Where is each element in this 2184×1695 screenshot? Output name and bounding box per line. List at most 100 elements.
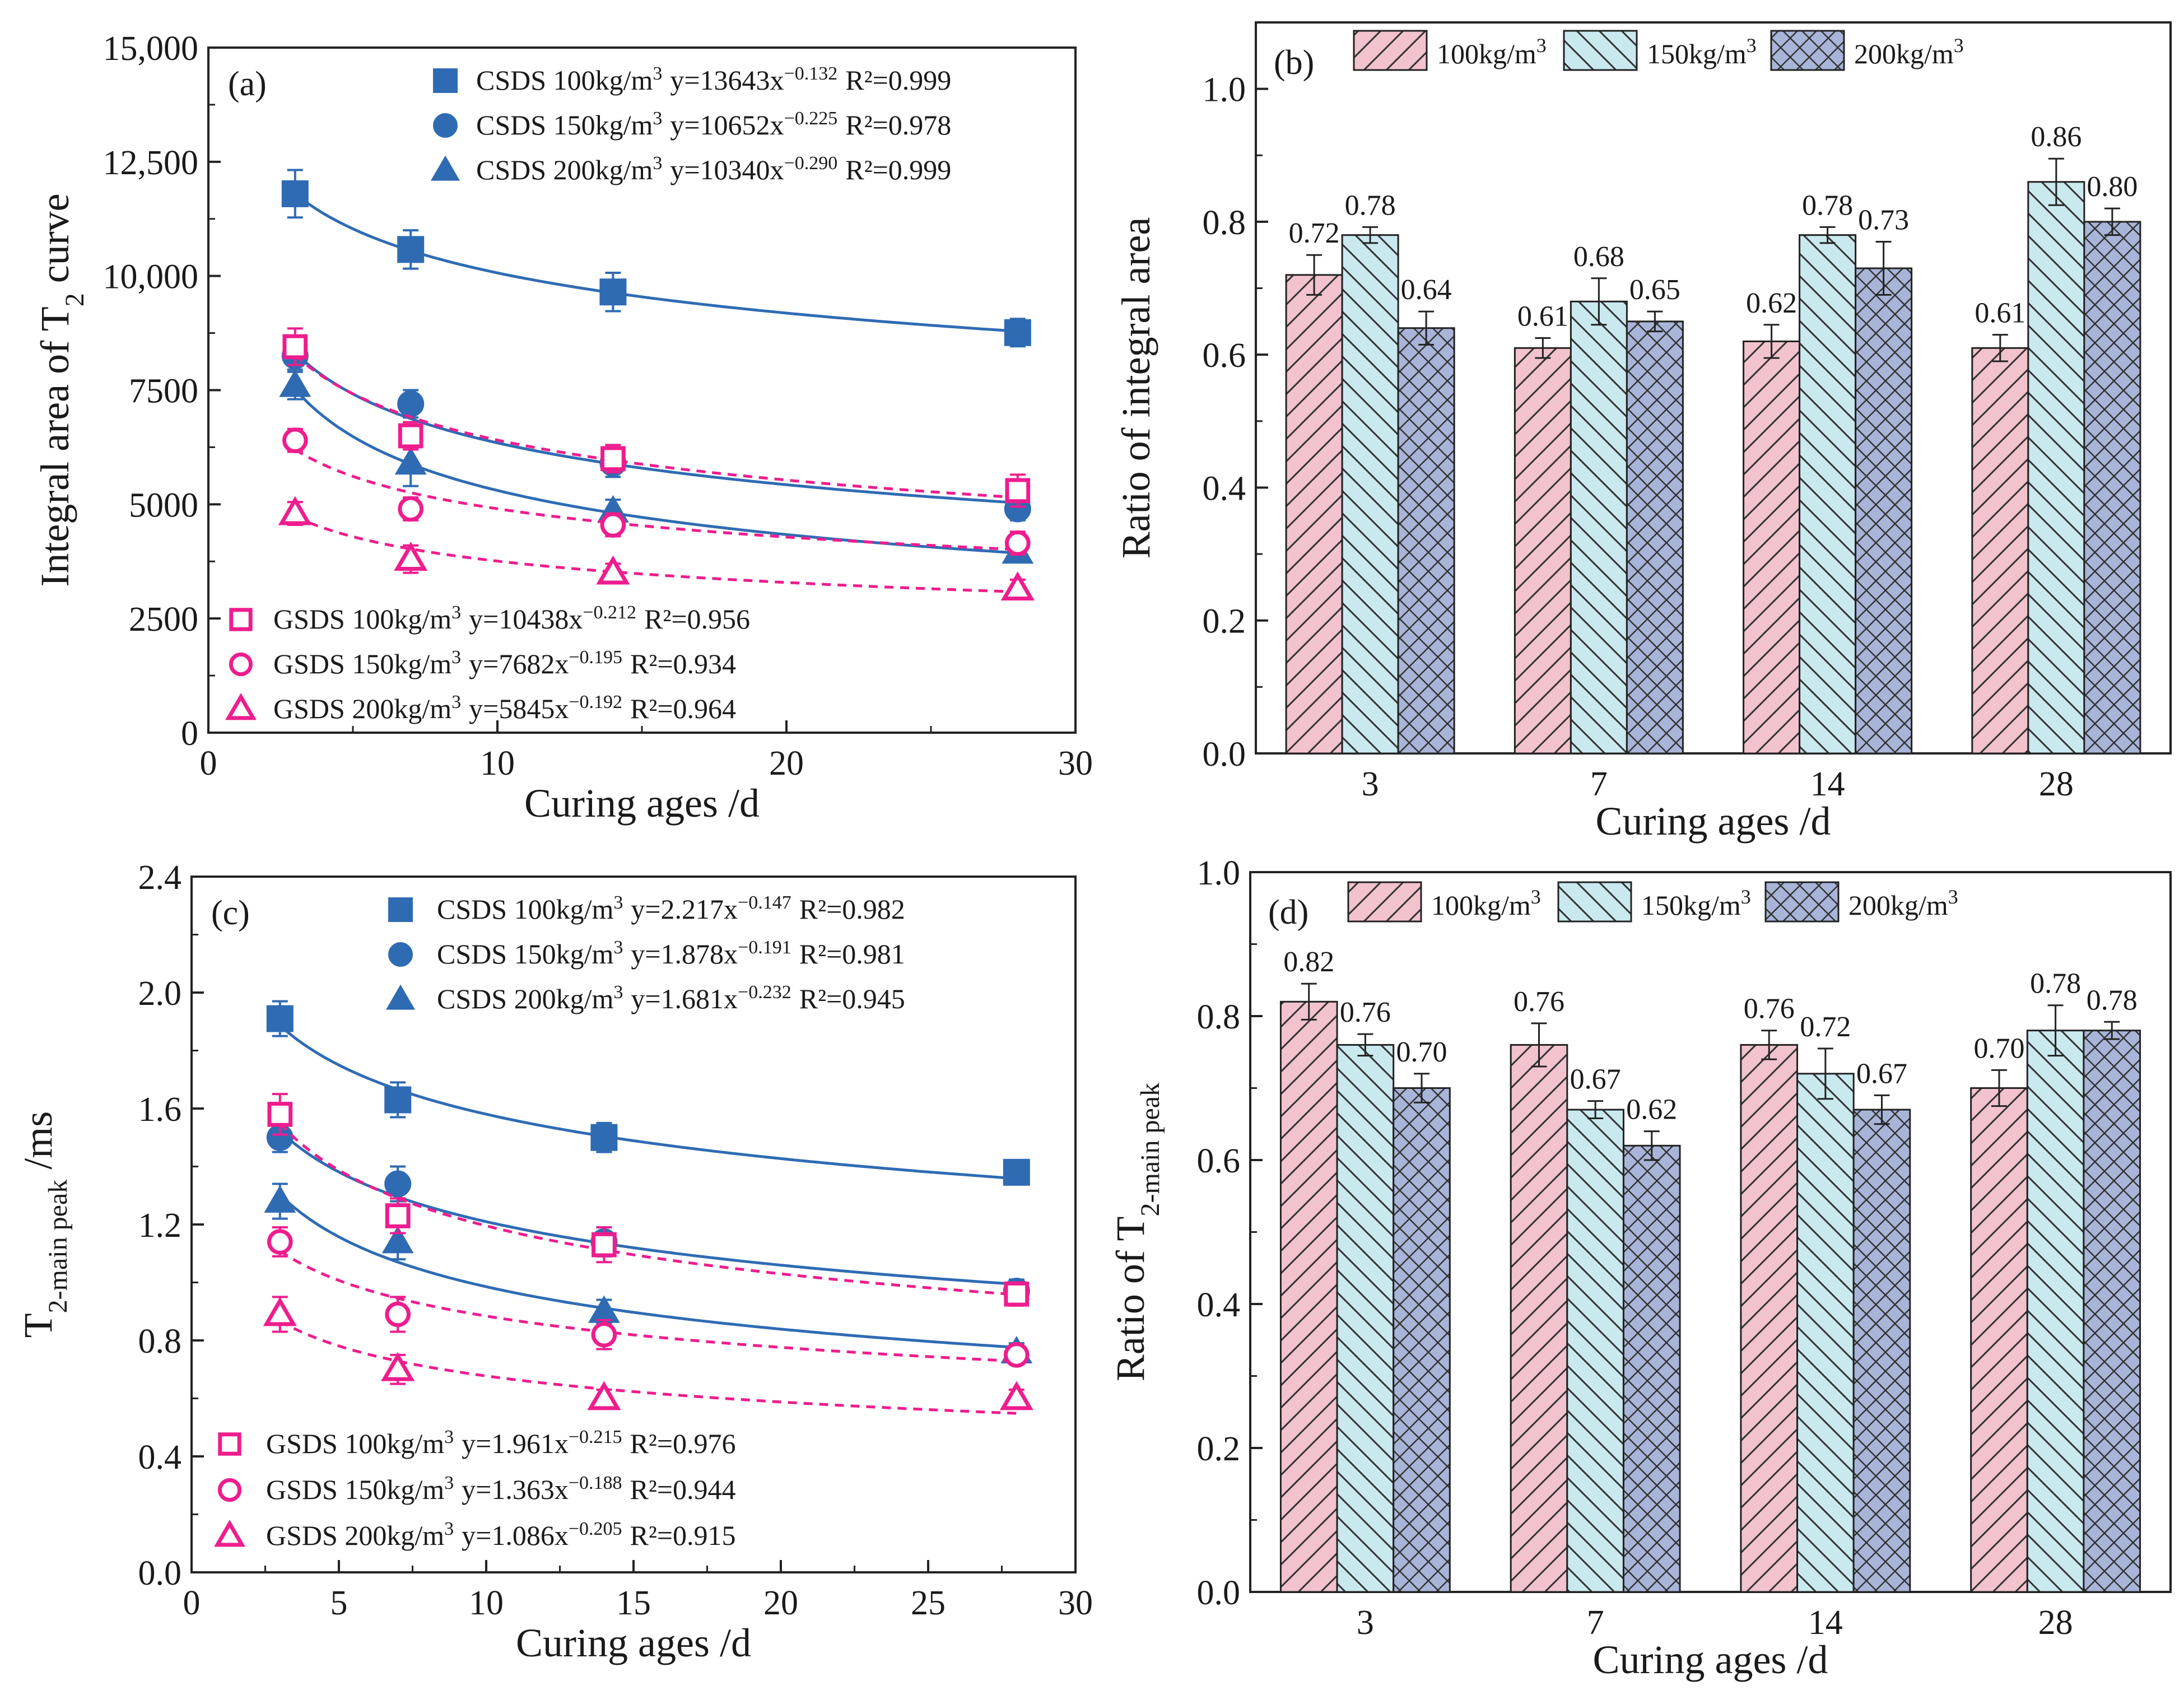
y-tick-label: 2500	[129, 600, 198, 639]
legend-sup: 3	[613, 937, 623, 958]
data-point	[590, 1124, 618, 1151]
legend-name: CSDS 100kg/m	[437, 893, 613, 925]
data-point	[599, 278, 627, 306]
y-axis-title-main: Ratio of integral area	[1114, 217, 1158, 559]
y-axis-title-b: Ratio of integral area	[1114, 217, 1158, 559]
y-tick-label: 1.0	[1203, 71, 1246, 109]
y-tick-label: 0.8	[1203, 204, 1246, 242]
legend-r2: R²=0.944	[630, 1474, 736, 1505]
bar	[1285, 274, 1343, 755]
legend-eq: y=1.878x	[631, 938, 738, 970]
legend-name: GSDS 100kg/m	[266, 1428, 444, 1459]
legend-marker	[225, 693, 257, 720]
legend-exp: −0.132	[784, 63, 838, 84]
bar	[1279, 1000, 1338, 1593]
legend-marker	[229, 608, 253, 631]
y-tick-label: 0.4	[1203, 469, 1246, 507]
fit-curve-2	[279, 1193, 1017, 1349]
y-tick-label: 0.4	[1197, 1286, 1241, 1324]
data-point	[281, 180, 309, 207]
bar-data-label: 0.67	[1856, 1058, 1907, 1089]
legend-eq: y=7682x	[469, 648, 569, 679]
legend-name: 100kg/m	[1431, 890, 1531, 921]
y-tick-label: 0.6	[1197, 1142, 1241, 1180]
data-point	[381, 1226, 414, 1254]
legend-eq: y=2.217x	[631, 893, 738, 925]
legend-label: 200kg/m3	[1848, 886, 1958, 921]
y-axis-title-main: Ratio of T	[1108, 1216, 1153, 1381]
x-tick-label: 20	[763, 1584, 798, 1622]
legend-sup: 3	[1536, 34, 1547, 57]
bar-data-label: 0.76	[1744, 993, 1795, 1025]
legend-exp: −0.192	[569, 692, 622, 713]
data-point	[267, 1101, 293, 1127]
legend-sup: 3	[451, 602, 461, 623]
x-tick-label: 25	[911, 1584, 946, 1622]
legend-marker	[388, 942, 413, 967]
bar-data-label: 0.70	[1973, 1032, 2024, 1064]
bar-data-label: 0.78	[1345, 189, 1396, 221]
x-tick-label: 10	[480, 744, 515, 783]
fit-curve-5	[294, 515, 1018, 594]
legend-name: CSDS 200kg/m	[476, 154, 653, 185]
legend-eq: y=1.961x	[462, 1428, 569, 1459]
legend-marker	[433, 68, 458, 93]
legend-name: 150kg/m	[1647, 38, 1747, 69]
legend-swatch	[1557, 881, 1632, 923]
y-tick-label: 0.6	[1203, 337, 1246, 375]
data-point	[591, 1321, 617, 1348]
legend-sup: 3	[1954, 34, 1964, 57]
x-tick-label: 30	[1058, 1584, 1093, 1622]
bar-data-label: 0.76	[1340, 996, 1391, 1028]
x-tick-label: 0	[183, 1584, 201, 1622]
y-axis-title-tail: /ms	[16, 1111, 60, 1180]
data-point	[587, 1381, 621, 1410]
legend-exp: −0.225	[784, 108, 838, 129]
legend-marker	[430, 155, 460, 181]
legend-r2: R²=0.982	[799, 893, 905, 925]
legend-name: CSDS 150kg/m	[476, 109, 653, 141]
y-axis-title-d: Ratio of T2-main peak	[1108, 1083, 1165, 1381]
x-tick-label: 3	[1357, 1604, 1374, 1642]
data-point	[397, 390, 425, 417]
y-tick-label: 5000	[129, 486, 198, 524]
bar-data-label: 0.86	[2031, 121, 2081, 153]
bar-data-label: 0.70	[1396, 1036, 1447, 1068]
legend-label: GSDS 100kg/m3 y=1.961x−0.215 R²=0.976	[266, 1427, 736, 1460]
legend-exp: −0.232	[738, 982, 791, 1003]
legend-marker	[388, 897, 413, 922]
legend-swatch	[1353, 30, 1428, 71]
legend-label: CSDS 200kg/m3 y=1.681x−0.232 R²=0.945	[437, 982, 905, 1015]
bar-data-label: 0.61	[1975, 297, 2025, 329]
y-tick-label: 12,500	[103, 144, 199, 182]
data-point	[1004, 319, 1031, 346]
legend-name: GSDS 150kg/m	[273, 648, 451, 679]
x-axis-title-c: Curing ages /d	[516, 1621, 751, 1665]
y-axis-title-a: Integral area of T2 curve	[32, 193, 90, 586]
y-tick-label: 0	[181, 715, 198, 753]
legend-label: 100kg/m3	[1437, 34, 1547, 69]
legend-eq: y=1.086x	[462, 1520, 569, 1551]
bar	[1570, 300, 1628, 755]
bar-data-label: 0.72	[1800, 1011, 1851, 1043]
bar	[2083, 221, 2141, 755]
legend-eq: y=13643x	[670, 64, 784, 96]
data-point	[1003, 1158, 1030, 1186]
legend-name: CSDS 100kg/m	[476, 64, 653, 96]
data-point	[279, 369, 311, 397]
legend-label: 100kg/m3	[1431, 886, 1541, 921]
data-point	[384, 1170, 412, 1198]
data-point	[999, 1381, 1033, 1410]
y-tick-label: 0.2	[1197, 1430, 1241, 1468]
bar	[1514, 347, 1572, 755]
x-axis-title-d: Curing ages /d	[1593, 1637, 1828, 1682]
data-point	[385, 1203, 411, 1228]
bar	[1743, 340, 1801, 755]
legend-exp: −0.205	[569, 1519, 622, 1539]
data-point	[264, 1185, 296, 1213]
legend-eq: y=10652x	[670, 109, 784, 141]
legend-eq: y=10438x	[469, 603, 583, 635]
bar	[2083, 1030, 2141, 1593]
legend-label: GSDS 100kg/m3 y=10438x−0.212 R²=0.956	[273, 602, 750, 635]
legend-eq: y=5845x	[469, 693, 569, 724]
